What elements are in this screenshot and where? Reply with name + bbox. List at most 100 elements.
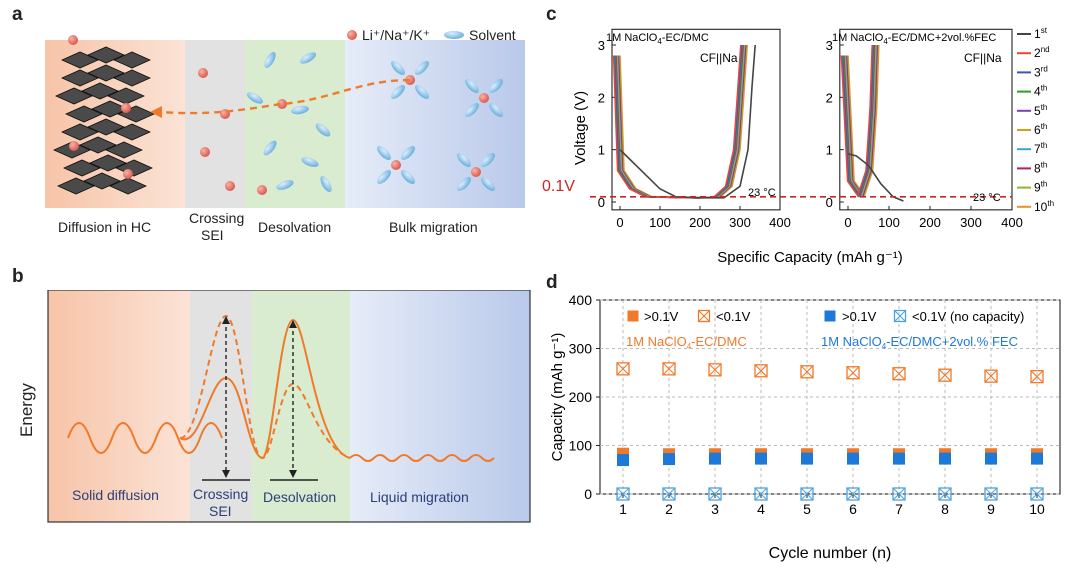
label-crossing-b: Crossing: [193, 486, 249, 502]
y-tick-label: 0: [826, 195, 833, 210]
point-4-7-cross-b: [892, 487, 906, 501]
point-2-7-cross-b: [892, 367, 906, 381]
y-tick-label: 200: [569, 389, 593, 405]
point-2-1: [616, 362, 630, 376]
point-2-9: [984, 369, 998, 383]
sei-barrier-dashed: [179, 314, 351, 460]
label-liquid-migration: Liquid migration: [370, 489, 469, 505]
chart-c-annotations: 0.1V Voltage (V) Specific Capacity (mAh g⁻…: [542, 26, 1054, 266]
y-tick-label: 2: [826, 90, 833, 105]
d-xlabel: Cycle number (n): [769, 545, 892, 562]
cycle-curve-7: [616, 44, 746, 199]
x-tick-label: 100: [878, 215, 900, 230]
x-tick-label: 9: [987, 501, 995, 517]
migration-arrow: [159, 78, 411, 115]
point-4-7: [892, 487, 906, 501]
left-chart-title: 1M NaClO4-EC/DMC: [606, 32, 709, 46]
point-4-3-cross-b: [708, 487, 722, 501]
point-4-6-cross-b: [846, 487, 860, 501]
right-temp-label: 23 °C: [973, 192, 1001, 204]
point-4-9-cross-b: [984, 487, 998, 501]
chart-d: 0 100 200 300 400 1 2 3 4 5 6 7 8 9 10 Cycle number (n)…: [549, 292, 1061, 562]
legend-blue-filled: [824, 310, 836, 322]
x-tick-label: 300: [960, 215, 982, 230]
energy-diagram: [47, 290, 531, 523]
group-label-right: 1M NaClO4-EC/DMC+2vol.% FEC: [821, 334, 1018, 351]
point-3-4: [755, 452, 767, 465]
solvent-legend-icon: [444, 31, 464, 39]
point-4-9: [984, 487, 998, 501]
cycle-legend-label: 7th: [1034, 141, 1047, 156]
cycle-curve-4: [614, 44, 744, 199]
hard-carbon-stack: [53, 46, 155, 195]
point-2-10-cross-b: [1030, 370, 1044, 384]
cycle-curve-2: [612, 44, 742, 199]
c-xlabel: Specific Capacity (mAh g⁻¹): [717, 249, 902, 266]
sei-barrier-solid: [179, 318, 351, 460]
point-2-1-cross-b: [616, 362, 630, 376]
legend-gt-orange: >0.1V: [644, 309, 679, 324]
point-2-5: [800, 365, 814, 379]
cycle-legend-label: 2nd: [1034, 45, 1050, 60]
point-4-5-cross-b: [800, 487, 814, 501]
cycle-legend-label: 3rd: [1034, 64, 1048, 79]
x-tick-label: 200: [919, 215, 941, 230]
y-tick-label: 3: [826, 38, 833, 53]
cycle-legend-label: 4th: [1034, 84, 1047, 99]
point-2-8-cross-b: [938, 368, 952, 382]
y-tick-label: 2: [598, 90, 605, 105]
point-4-3: [708, 487, 722, 501]
legend-blue-crossed: [893, 309, 907, 323]
legend-lt-blue: <0.1V (no capacity): [912, 309, 1024, 324]
point-2-9-cross-b: [984, 369, 998, 383]
plot-frame: [839, 28, 1013, 211]
x-tick-label: 0: [616, 215, 623, 230]
plot-frame: [611, 28, 781, 211]
point-4-6: [846, 487, 860, 501]
cycle-legend-label: 6th: [1034, 122, 1047, 137]
point-4-10: [1030, 487, 1044, 501]
point-4-5: [800, 487, 814, 501]
c-ylabel: Voltage (V): [572, 91, 589, 165]
point-2-5-cross-b: [800, 365, 814, 379]
point-3-1: [617, 454, 629, 467]
x-tick-label: 4: [757, 501, 765, 517]
point-4-2: [662, 487, 676, 501]
point-3-6: [847, 452, 859, 465]
label-bulk-migration: Bulk migration: [389, 219, 478, 235]
y-tick-label: 300: [569, 341, 593, 357]
x-tick-label: 400: [769, 215, 791, 230]
chart-left: 0 100 200 300 400 0 1 2 3: [598, 28, 791, 230]
point-3-7: [893, 452, 905, 465]
x-tick-label: 7: [895, 501, 903, 517]
point-4-4-cross-b: [754, 487, 768, 501]
cycle-curve-5: [615, 44, 744, 199]
point-2-2: [662, 362, 676, 376]
y-tick-label: 1: [826, 143, 833, 158]
right-cell-label: CF||Na: [964, 51, 1002, 65]
bulk-region: [345, 40, 525, 208]
point-2-3: [708, 363, 722, 377]
cycle-curve-3: [613, 44, 743, 199]
y-tick-label: 400: [569, 292, 593, 308]
point-2-3-cross-b: [708, 363, 722, 377]
y-tick-label: 1: [598, 143, 605, 158]
x-tick-label: 400: [1001, 215, 1023, 230]
cycle-curve-1: [619, 44, 756, 199]
label-crossing: Crossing: [189, 210, 245, 226]
y-tick-label: 0: [584, 486, 592, 502]
right-chart-title: 1M NaClO4-EC/DMC+2vol.%FEC: [832, 32, 996, 46]
legend-orange-crossed-cross-b: [698, 310, 710, 322]
x-tick-label: 8: [941, 501, 949, 517]
x-tick-label: 200: [689, 215, 711, 230]
point-3-8: [939, 452, 951, 465]
label-sei-b: SEI: [209, 503, 232, 519]
point-2-2-cross-b: [662, 362, 676, 376]
cycle-legend-label: 9th: [1034, 180, 1047, 195]
voltage-profile-charts: 0 100 200 300 400 0 1 2 3 0 100 200 300 400 0 1 2 3 0.1V…: [542, 26, 1054, 266]
chart-right: 0 100 200 300 400 0 1 2 3: [826, 28, 1023, 230]
cycle-curve-6: [616, 44, 745, 199]
legend-gt-blue: >0.1V: [842, 309, 877, 324]
legend-orange-filled: [627, 310, 639, 322]
capacity-chart: 0 100 200 300 400 1 2 3 4 5 6 7 8 9 10 Cycle number (n)…: [549, 292, 1061, 562]
